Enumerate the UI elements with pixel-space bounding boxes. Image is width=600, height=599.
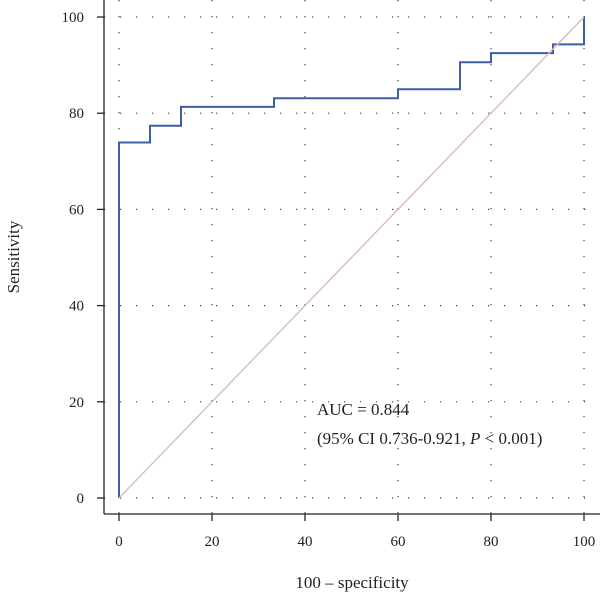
- ci-annotation-p: P: [469, 429, 480, 448]
- y-axis-label: Sensitivity: [4, 220, 23, 293]
- y-tick-label: 60: [69, 202, 84, 218]
- x-tick-label: 80: [484, 534, 499, 550]
- y-tick-label: 0: [77, 491, 85, 507]
- x-tick-label: 0: [115, 534, 123, 550]
- x-tick-label: 60: [391, 534, 406, 550]
- x-axis-label: 100 – specificity: [295, 573, 409, 592]
- y-tick-label: 80: [69, 106, 84, 122]
- ci-annotation-suffix: < 0.001): [480, 429, 542, 448]
- auc-annotation: AUC = 0.844: [317, 400, 410, 419]
- x-tick-label: 40: [298, 534, 313, 550]
- y-tick-label: 20: [69, 395, 84, 411]
- ticks: 0 20 40 60 80 100 0 20 40 60 80 100: [62, 10, 596, 550]
- x-tick-label: 20: [205, 534, 220, 550]
- x-tick-label: 100: [573, 534, 596, 550]
- ci-annotation: (95% CI 0.736-0.921, P < 0.001): [317, 429, 542, 448]
- roc-curve-line: [118, 17, 585, 498]
- y-tick-label: 40: [69, 299, 84, 315]
- series: [118, 16, 585, 499]
- ci-annotation-prefix: (95% CI 0.736-0.921,: [317, 429, 470, 448]
- reference-diagonal-line: [118, 16, 585, 499]
- y-tick-label: 100: [62, 10, 85, 26]
